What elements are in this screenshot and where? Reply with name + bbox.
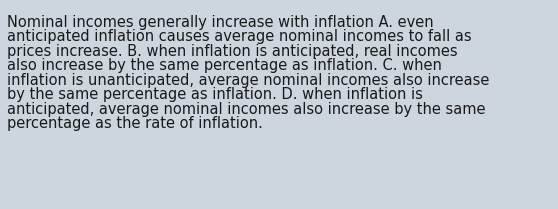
Text: by the same percentage as inflation. D. when inflation is: by the same percentage as inflation. D. …	[7, 87, 423, 102]
Text: percentage as the rate of inflation.: percentage as the rate of inflation.	[7, 116, 263, 131]
Text: inflation is unanticipated, average nominal incomes also increase: inflation is unanticipated, average nomi…	[7, 73, 489, 88]
Text: prices increase. B. when inflation is anticipated, real incomes: prices increase. B. when inflation is an…	[7, 44, 458, 59]
Text: anticipated, average nominal incomes also increase by the same: anticipated, average nominal incomes als…	[7, 102, 486, 117]
Text: also increase by the same percentage as inflation. C. when: also increase by the same percentage as …	[7, 58, 442, 73]
Text: Nominal incomes generally increase with inflation A. even: Nominal incomes generally increase with …	[7, 15, 434, 30]
Text: anticipated inflation causes average nominal incomes to fall as: anticipated inflation causes average nom…	[7, 29, 472, 44]
